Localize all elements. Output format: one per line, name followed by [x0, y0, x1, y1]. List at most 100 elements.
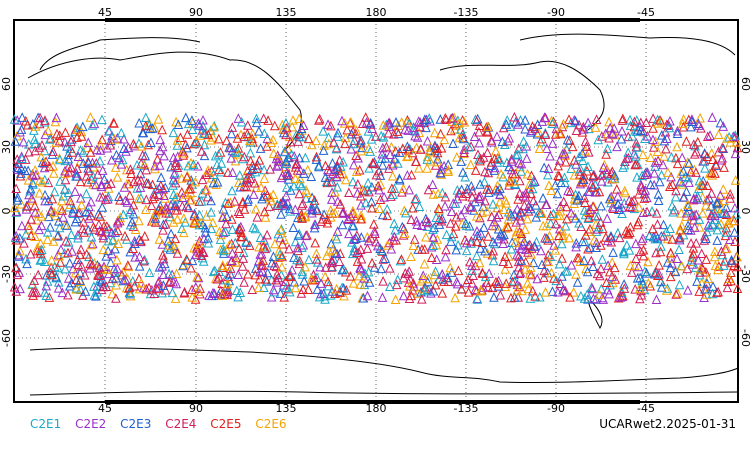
observation-marker [65, 195, 75, 206]
observation-marker [525, 239, 535, 250]
observation-marker [650, 136, 661, 146]
observation-marker [254, 125, 264, 136]
observation-marker [360, 112, 371, 122]
observation-marker [316, 278, 326, 288]
observation-marker [177, 192, 188, 203]
observation-marker [579, 293, 590, 303]
observation-marker [269, 260, 279, 271]
observation-marker [604, 266, 615, 277]
observation-marker [328, 137, 339, 147]
observation-marker [30, 145, 41, 156]
observation-marker [265, 163, 275, 174]
observation-marker [75, 275, 86, 285]
observation-marker [164, 240, 175, 250]
observation-marker [236, 116, 247, 127]
observation-marker [369, 226, 380, 236]
observation-marker [269, 120, 280, 131]
observation-marker [113, 238, 124, 248]
observation-marker [696, 179, 707, 189]
observation-marker [688, 248, 699, 259]
observation-marker [21, 253, 31, 264]
observation-marker [652, 232, 663, 243]
observation-marker [223, 198, 233, 208]
observation-marker [625, 260, 636, 271]
observation-marker [713, 129, 724, 139]
observation-marker [606, 230, 616, 241]
observation-marker [388, 189, 398, 200]
observation-marker [226, 238, 237, 249]
observation-marker [281, 155, 291, 166]
observation-marker [552, 210, 563, 221]
observation-marker [187, 284, 197, 294]
observation-marker [721, 208, 731, 218]
observation-marker [295, 165, 306, 175]
observation-marker [483, 281, 493, 292]
observation-marker [118, 209, 129, 220]
observation-marker [537, 133, 547, 144]
observation-marker [254, 241, 264, 252]
observation-marker [625, 227, 635, 237]
observation-marker [607, 257, 618, 267]
observation-marker [254, 154, 265, 165]
observation-marker [634, 202, 644, 212]
observation-marker [515, 207, 526, 217]
observation-marker [265, 192, 276, 202]
bottom-lon-label: 180 [366, 402, 387, 415]
observation-marker [281, 158, 291, 169]
observation-marker [496, 230, 507, 241]
observation-marker [322, 214, 333, 224]
observation-marker [197, 174, 208, 185]
observation-marker [82, 142, 93, 152]
observation-marker [492, 278, 503, 289]
observation-marker [629, 148, 639, 159]
observation-marker [382, 240, 393, 250]
observation-marker [225, 268, 236, 279]
observation-marker [416, 293, 427, 304]
observation-marker [355, 263, 366, 274]
observation-marker [338, 207, 349, 217]
observation-marker [687, 254, 697, 265]
observation-marker [510, 116, 521, 127]
observation-marker [273, 272, 284, 283]
observation-marker [653, 189, 664, 199]
observation-marker [512, 149, 523, 159]
observation-marker [160, 218, 171, 229]
observation-marker [208, 266, 219, 277]
observation-marker [424, 113, 435, 123]
observation-marker [672, 253, 682, 264]
observation-marker [210, 265, 220, 276]
observation-marker [553, 170, 563, 181]
observation-marker [377, 209, 388, 220]
observation-marker [229, 196, 240, 206]
observation-marker [95, 139, 106, 150]
observation-marker [701, 254, 712, 264]
observation-marker [144, 267, 155, 278]
observation-marker [327, 157, 338, 168]
observation-marker [429, 127, 440, 138]
observation-marker [233, 291, 243, 302]
observation-marker [627, 202, 637, 213]
observation-marker [157, 260, 168, 271]
observation-marker [694, 269, 705, 280]
observation-marker [21, 203, 32, 214]
observation-marker [22, 201, 32, 211]
observation-marker [146, 137, 156, 148]
observation-marker [94, 262, 105, 272]
observation-marker [418, 270, 428, 280]
observation-marker [704, 192, 715, 203]
observation-marker [482, 206, 492, 216]
top-lon-label: 45 [98, 6, 112, 19]
observation-marker [76, 260, 87, 271]
observation-marker [355, 279, 366, 289]
observation-marker [299, 168, 309, 178]
observation-marker [408, 240, 419, 250]
observation-marker [584, 212, 594, 222]
observation-marker [371, 169, 382, 180]
observation-marker [402, 117, 412, 127]
observation-marker [598, 223, 608, 234]
observation-marker [281, 117, 291, 128]
observation-marker [674, 244, 684, 254]
observation-marker [36, 220, 47, 231]
observation-marker [636, 179, 646, 190]
